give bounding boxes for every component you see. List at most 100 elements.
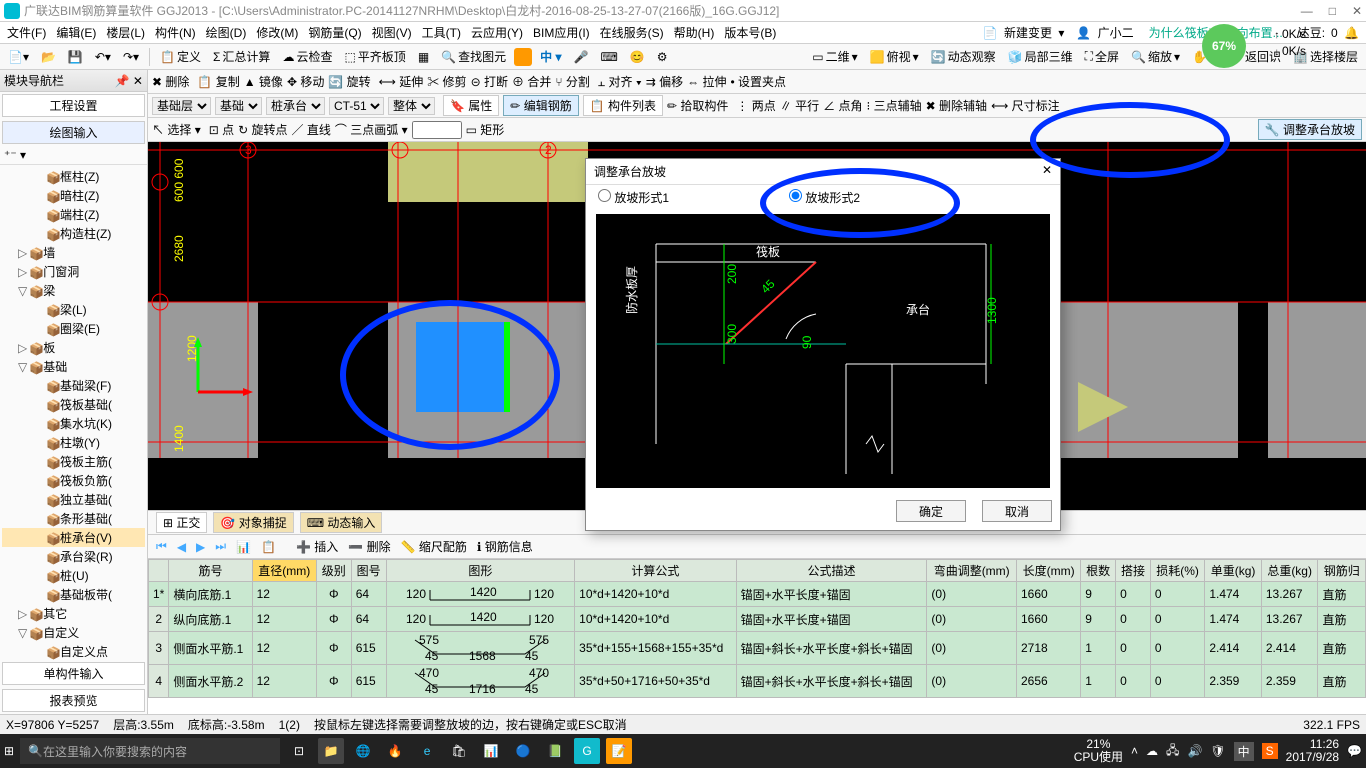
task-app-1[interactable]: 📁	[318, 738, 344, 764]
task-app-2[interactable]: 🌐	[350, 738, 376, 764]
menu-item[interactable]: 钢筋量(Q)	[305, 24, 364, 41]
tray-cloud-icon[interactable]: ☁	[1146, 744, 1158, 758]
parallel-button[interactable]: ∥ 平行	[780, 97, 819, 114]
grid-icon[interactable]: ▦	[414, 48, 433, 66]
tree-item[interactable]: 📦 构造柱(Z)	[2, 224, 145, 243]
extend-button[interactable]: ⟷ 延伸	[379, 73, 424, 90]
tree-item[interactable]: 📦 承台梁(R)	[2, 547, 145, 566]
arc-input[interactable]	[412, 121, 462, 139]
tray-sogou-icon[interactable]: S	[1262, 743, 1278, 759]
break-button[interactable]: ⊝ 打断	[471, 73, 508, 90]
mode-select[interactable]: 整体	[388, 97, 435, 115]
stretch-button[interactable]: ⇔ 拉伸	[687, 73, 726, 90]
table-row[interactable]: 2纵向底筋.112Φ64120142012010*d+1420+10*d锚固+水…	[149, 607, 1366, 632]
emoji-icon[interactable]: 😊	[626, 48, 649, 66]
prev-button[interactable]: ◀	[177, 540, 186, 554]
menu-item[interactable]: 工具(T)	[419, 24, 464, 41]
menu-item[interactable]: 云应用(Y)	[468, 24, 526, 41]
layer-select[interactable]: 基础层	[152, 97, 211, 115]
last-button[interactable]: ⏭	[215, 539, 226, 554]
menu-item[interactable]: 文件(F)	[4, 24, 49, 41]
tray-notif-icon[interactable]: 💬	[1347, 744, 1362, 758]
new-change-button[interactable]: 📄 新建变更 ▾	[980, 24, 1068, 41]
tray-ime-label[interactable]: 中	[1234, 742, 1254, 761]
dimension-button[interactable]: ⟷ 尺寸标注	[991, 97, 1060, 114]
tree-item[interactable]: 📦 柱墩(Y)	[2, 433, 145, 452]
next-button[interactable]: ▶	[196, 540, 205, 554]
tree-item[interactable]: ▷ 📦 门窗洞	[2, 262, 145, 281]
tree-item[interactable]: 📦 筏板负筋(	[2, 471, 145, 490]
settings-icon[interactable]: ⚙	[653, 48, 672, 66]
user-label[interactable]: 👤 广小二	[1073, 24, 1139, 41]
three-pt-button[interactable]: ⁝ 三点辅轴	[866, 97, 921, 114]
snap-toggle[interactable]: 🎯 对象捕捉	[213, 512, 293, 533]
zoom-button[interactable]: 🔍 缩放 ▾	[1127, 46, 1184, 67]
redo-icon[interactable]: ↷▾	[119, 48, 143, 66]
ortho-toggle[interactable]: ⊞ 正交	[156, 512, 207, 533]
trim-button[interactable]: ✂ 修剪	[427, 73, 466, 90]
angle-button[interactable]: ∠ 点角	[823, 97, 862, 114]
start-button[interactable]: ⊞	[4, 744, 14, 758]
select-button[interactable]: ↖ 选择 ▾	[152, 121, 201, 138]
copy-button[interactable]: 📋 复制	[197, 73, 239, 90]
menu-item[interactable]: 构件(N)	[152, 24, 199, 41]
menu-item[interactable]: 在线服务(S)	[597, 24, 667, 41]
menu-item[interactable]: BIM应用(I)	[530, 24, 593, 41]
slope-option-1[interactable]: 放坡形式1	[598, 189, 669, 206]
tree-item[interactable]: 📦 梁(L)	[2, 300, 145, 319]
move-button[interactable]: ✥ 移动	[287, 73, 324, 90]
tree-item[interactable]: 📦 框柱(Z)	[2, 167, 145, 186]
slope-option-2[interactable]: 放坡形式2	[789, 189, 860, 206]
menu-item[interactable]: 编辑(E)	[53, 24, 99, 41]
list-button[interactable]: 📋 构件列表	[583, 95, 663, 116]
report-preview-button[interactable]: 报表预览	[2, 689, 145, 712]
search-elem-button[interactable]: 🔍 查找图元	[437, 46, 510, 67]
cloud-check-button[interactable]: ☁ 云检查	[278, 46, 336, 67]
task-store-icon[interactable]: 🛍	[446, 738, 472, 764]
dyn-input-toggle[interactable]: ⌨ 动态输入	[300, 512, 383, 533]
tree-item[interactable]: 📦 基础梁(F)	[2, 376, 145, 395]
rebar-table[interactable]: 筋号直径(mm)级别图号图形计算公式公式描述弯曲调整(mm)长度(mm)根数搭接…	[148, 558, 1366, 714]
nav-panel-pin-icon[interactable]: 📌 ✕	[115, 74, 143, 88]
dialog-ok-button[interactable]: 确定	[896, 500, 966, 522]
tree-item[interactable]: 📦 暗柱(Z)	[2, 186, 145, 205]
arc-button[interactable]: ⌒ 三点画弧 ▾	[335, 121, 408, 138]
save-icon[interactable]: 💾	[64, 48, 87, 66]
task-edge-icon[interactable]: e	[414, 738, 440, 764]
tree-item[interactable]: 📦 桩承台(V)	[2, 528, 145, 547]
tray-clock[interactable]: 11:262017/9/28	[1286, 738, 1339, 764]
new-icon[interactable]: 📄▾	[4, 48, 33, 66]
rebar-info-button[interactable]: ℹ 钢筋信息	[477, 538, 533, 555]
undo-icon[interactable]: ↶▾	[91, 48, 115, 66]
two-pt-button[interactable]: ⋮ 两点	[736, 97, 775, 114]
table-row[interactable]: 4侧面水平筋.212Φ6154704701716454535*d+50+1716…	[149, 665, 1366, 698]
project-settings-button[interactable]: 工程设置	[2, 94, 145, 117]
ime-cn-icon[interactable]: 中 ▾	[536, 46, 565, 67]
menu-item[interactable]: 版本号(B)	[721, 24, 779, 41]
tree-item[interactable]: 📦 筏板基础(	[2, 395, 145, 414]
task-app-4[interactable]: 📊	[478, 738, 504, 764]
taskbar-search[interactable]: 🔍 在这里输入你要搜索的内容	[20, 738, 280, 764]
tree-item[interactable]: ▷ 📦 板	[2, 338, 145, 357]
tray-vol-icon[interactable]: 🔊	[1187, 744, 1202, 758]
maximize-button[interactable]: □	[1329, 4, 1336, 18]
dialog-cancel-button[interactable]: 取消	[982, 500, 1052, 522]
keyboard-icon[interactable]: ⌨	[596, 48, 621, 66]
delete-row-button[interactable]: ➖ 删除	[348, 538, 390, 555]
delete-button[interactable]: ✖ 删除	[152, 73, 189, 90]
rot-pt-button[interactable]: ↻ 旋转点	[238, 121, 287, 138]
sum-button[interactable]: Σ 汇总计算	[209, 46, 274, 67]
task-app-5[interactable]: 🔵	[510, 738, 536, 764]
table-row[interactable]: 3侧面水平筋.112Φ6155755751568454535*d+155+156…	[149, 632, 1366, 665]
tree-item[interactable]: 📦 筏板主筋(	[2, 452, 145, 471]
rotate-button[interactable]: 🔄 旋转	[328, 73, 370, 90]
tree-item[interactable]: 📦 自定义点	[2, 642, 145, 660]
first-button[interactable]: ⏮	[156, 539, 167, 554]
tree-item[interactable]: ▽ 📦 基础	[2, 357, 145, 376]
flat-top-button[interactable]: ⬚ 平齐板顶	[340, 46, 409, 67]
define-button[interactable]: 📋 定义	[156, 46, 205, 67]
grid-icon-2[interactable]: 📋	[261, 540, 276, 554]
minimize-button[interactable]: —	[1301, 4, 1313, 18]
task-app-3[interactable]: 🔥	[382, 738, 408, 764]
align-button[interactable]: ⫠ 对齐 ▾	[598, 73, 642, 90]
